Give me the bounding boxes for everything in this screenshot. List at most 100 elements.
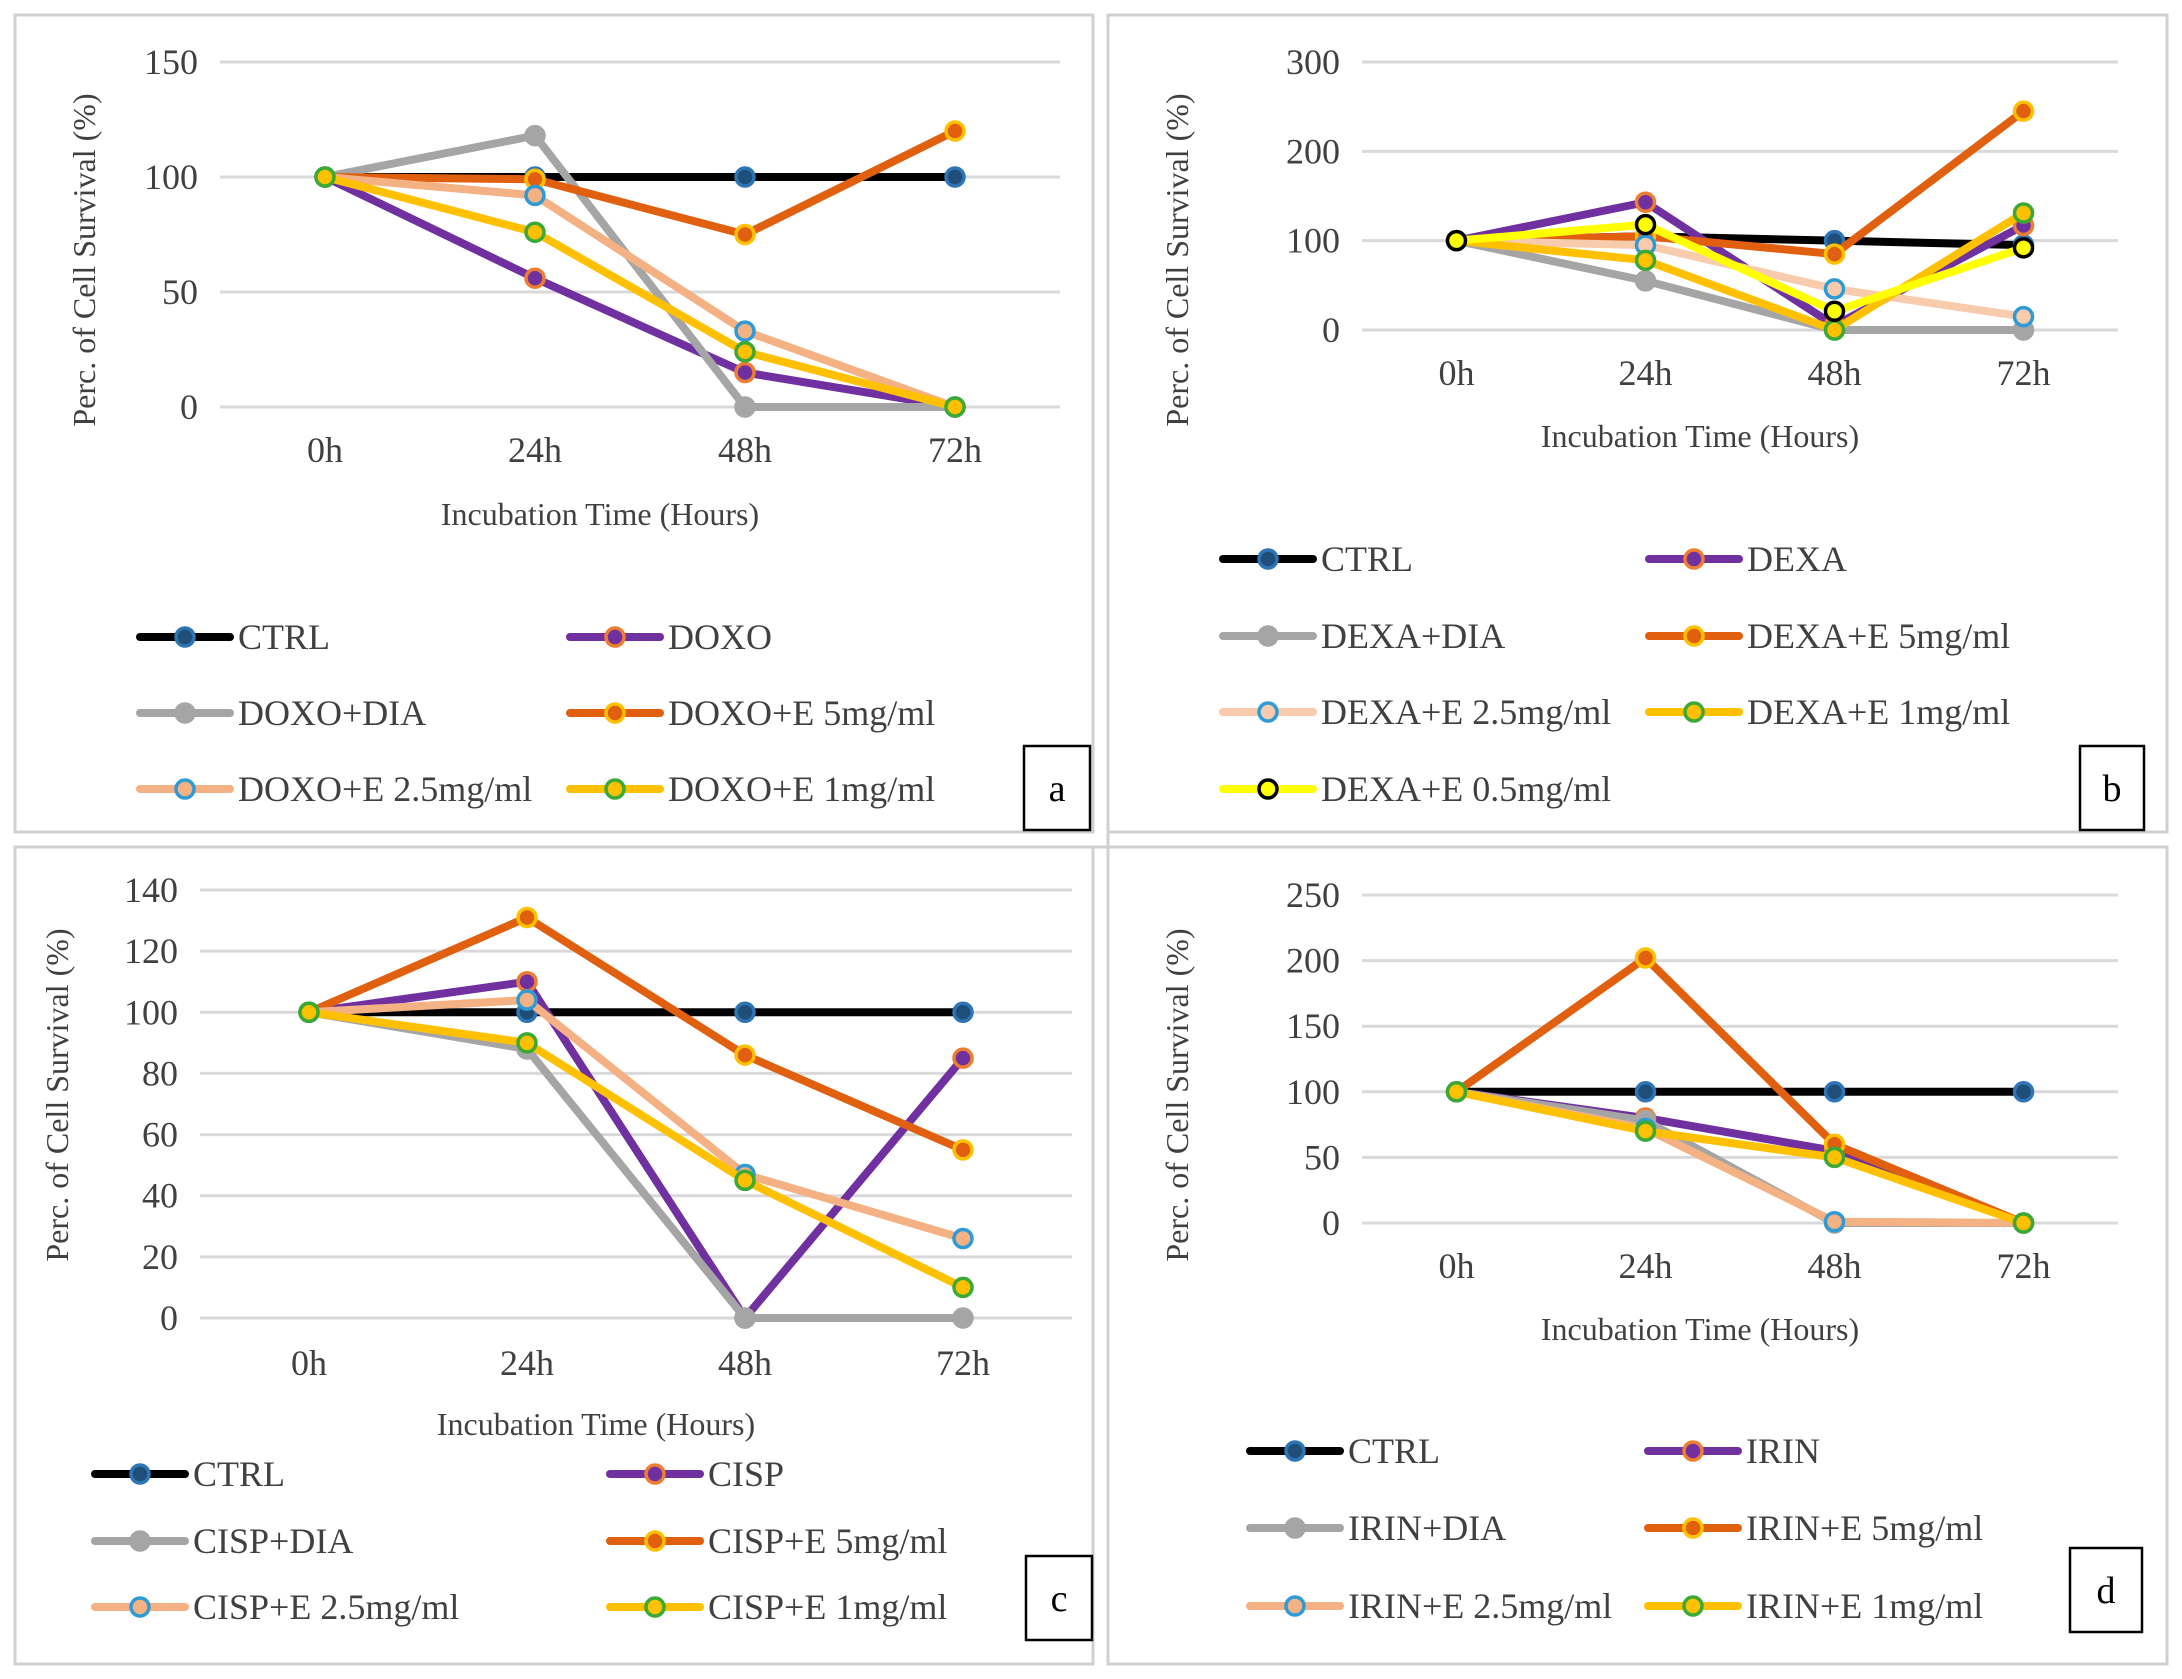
series-line [321, 173, 959, 411]
series-line [321, 127, 959, 239]
legend-label: IRIN+E 2.5mg/ml [1348, 1586, 1612, 1626]
y-tick-label: 40 [142, 1176, 178, 1216]
x-tick-label: 48h [1808, 1246, 1862, 1286]
legend-label: IRIN+DIA [1348, 1508, 1506, 1548]
legend-item: DEXA+E 2.5mg/ml [1219, 692, 1611, 732]
legend-label: CISP+DIA [193, 1521, 353, 1561]
data-point [524, 124, 546, 147]
series-dexa-e-0-5mg-ml [1445, 213, 2035, 322]
y-axis-title: Perc. of Cell Survival (%) [1159, 928, 1195, 1261]
legend-label: DOXO+E 1mg/ml [668, 769, 935, 809]
legend-label: DOXO [668, 617, 772, 657]
data-point [1445, 229, 1468, 252]
legend-label: CISP+E 5mg/ml [708, 1521, 947, 1561]
data-point [734, 1169, 756, 1192]
legend-label: DOXO+DIA [238, 693, 426, 733]
data-point [944, 396, 966, 418]
legend-item: CISP+DIA [91, 1521, 353, 1561]
legend-label: DEXA+E 2.5mg/ml [1321, 692, 1611, 732]
data-point [1634, 191, 1657, 214]
legend-item: CTRL [136, 617, 330, 657]
x-tick-label: 48h [718, 1343, 772, 1383]
legend-swatch-marker [1682, 1517, 1704, 1539]
legend-item: DOXO [566, 617, 772, 657]
legend-item: DOXO+DIA [136, 693, 426, 733]
legend-swatch-marker [1257, 778, 1279, 800]
y-tick-label: 300 [1286, 42, 1340, 82]
legend-label: CTRL [238, 617, 330, 657]
legend-label: DEXA [1747, 539, 1847, 579]
x-tick-label: 24h [500, 1343, 554, 1383]
x-tick-label: 0h [1439, 353, 1475, 393]
y-tick-label: 0 [160, 1298, 178, 1338]
data-point [524, 184, 546, 207]
y-tick-label: 0 [1322, 1203, 1340, 1243]
legend-swatch-marker [1682, 1595, 1704, 1617]
legend-item: IRIN+E 2.5mg/ml [1246, 1586, 1612, 1626]
data-point [1634, 249, 1657, 272]
legend-swatch-marker [129, 1530, 151, 1552]
series-irin-e-1mg-ml [1445, 1081, 2035, 1234]
y-axis-title: Perc. of Cell Survival (%) [1159, 93, 1195, 426]
data-point [952, 1227, 974, 1250]
series-line [305, 1008, 967, 1292]
y-axis-title: Perc. of Cell Survival (%) [66, 93, 102, 426]
legend-item: DOXO+E 1mg/ml [566, 769, 935, 809]
y-tick-label: 0 [1322, 310, 1340, 350]
x-tick-label: 0h [307, 430, 343, 470]
panel-label: d [2097, 1570, 2116, 1612]
data-point [314, 166, 336, 188]
legend-label: IRIN+E 1mg/ml [1746, 1586, 1983, 1626]
data-point [2012, 1212, 2035, 1234]
y-axis-title: Perc. of Cell Survival (%) [39, 928, 75, 1261]
legend-label: CTRL [1321, 539, 1413, 579]
y-tick-label: 250 [1286, 875, 1340, 915]
data-point [524, 221, 546, 243]
y-tick-label: 100 [1286, 1072, 1340, 1112]
legend-label: CISP+E 2.5mg/ml [193, 1587, 459, 1627]
legend-label: CTRL [193, 1454, 285, 1494]
legend-label: DEXA+E 1mg/ml [1747, 692, 2010, 732]
data-point [516, 1032, 538, 1054]
data-point [734, 223, 756, 246]
data-point [734, 1044, 756, 1066]
legend-swatch-marker [174, 778, 196, 800]
data-point [2012, 1081, 2035, 1103]
legend-item: DEXA+E 5mg/ml [1645, 616, 2010, 656]
data-point [952, 1276, 974, 1299]
data-point [516, 906, 538, 929]
legend-item: IRIN+DIA [1246, 1508, 1506, 1548]
legend-label: DOXO+E 5mg/ml [668, 693, 935, 733]
series-line [1452, 1087, 2028, 1227]
legend-swatch-marker [1257, 548, 1279, 570]
legend-swatch-marker [1683, 625, 1705, 647]
legend-swatch-marker [604, 778, 626, 800]
data-point [1823, 319, 1846, 341]
x-tick-label: 24h [1619, 353, 1673, 393]
y-tick-label: 100 [144, 157, 198, 197]
series-cisp-e-1mg-ml [298, 1001, 974, 1299]
legend-swatch-marker [1682, 1440, 1704, 1462]
legend-item: DOXO+E 5mg/ml [566, 693, 935, 733]
legend-item: IRIN+E 5mg/ml [1644, 1508, 1983, 1548]
y-tick-label: 150 [144, 42, 198, 82]
panel-label: a [1049, 768, 1066, 810]
x-axis-title: Incubation Time (Hours) [1541, 1311, 1859, 1347]
x-tick-label: 0h [1439, 1246, 1475, 1286]
series-line [321, 173, 959, 411]
legend-swatch-marker [1284, 1440, 1306, 1462]
data-point [1823, 1081, 1846, 1103]
data-point [944, 120, 966, 142]
y-tick-label: 80 [142, 1053, 178, 1093]
legend-label: CISP+E 1mg/ml [708, 1587, 947, 1627]
x-axis-title: Incubation Time (Hours) [437, 1406, 755, 1442]
legend-swatch-marker [174, 626, 196, 648]
x-tick-label: 72h [1997, 1246, 2051, 1286]
legend-label: CISP [708, 1454, 784, 1494]
legend-swatch-marker [1284, 1595, 1306, 1617]
data-point [2012, 305, 2035, 328]
legend-swatch-marker [1257, 701, 1279, 723]
data-point [734, 1307, 756, 1329]
y-tick-label: 140 [124, 870, 178, 910]
